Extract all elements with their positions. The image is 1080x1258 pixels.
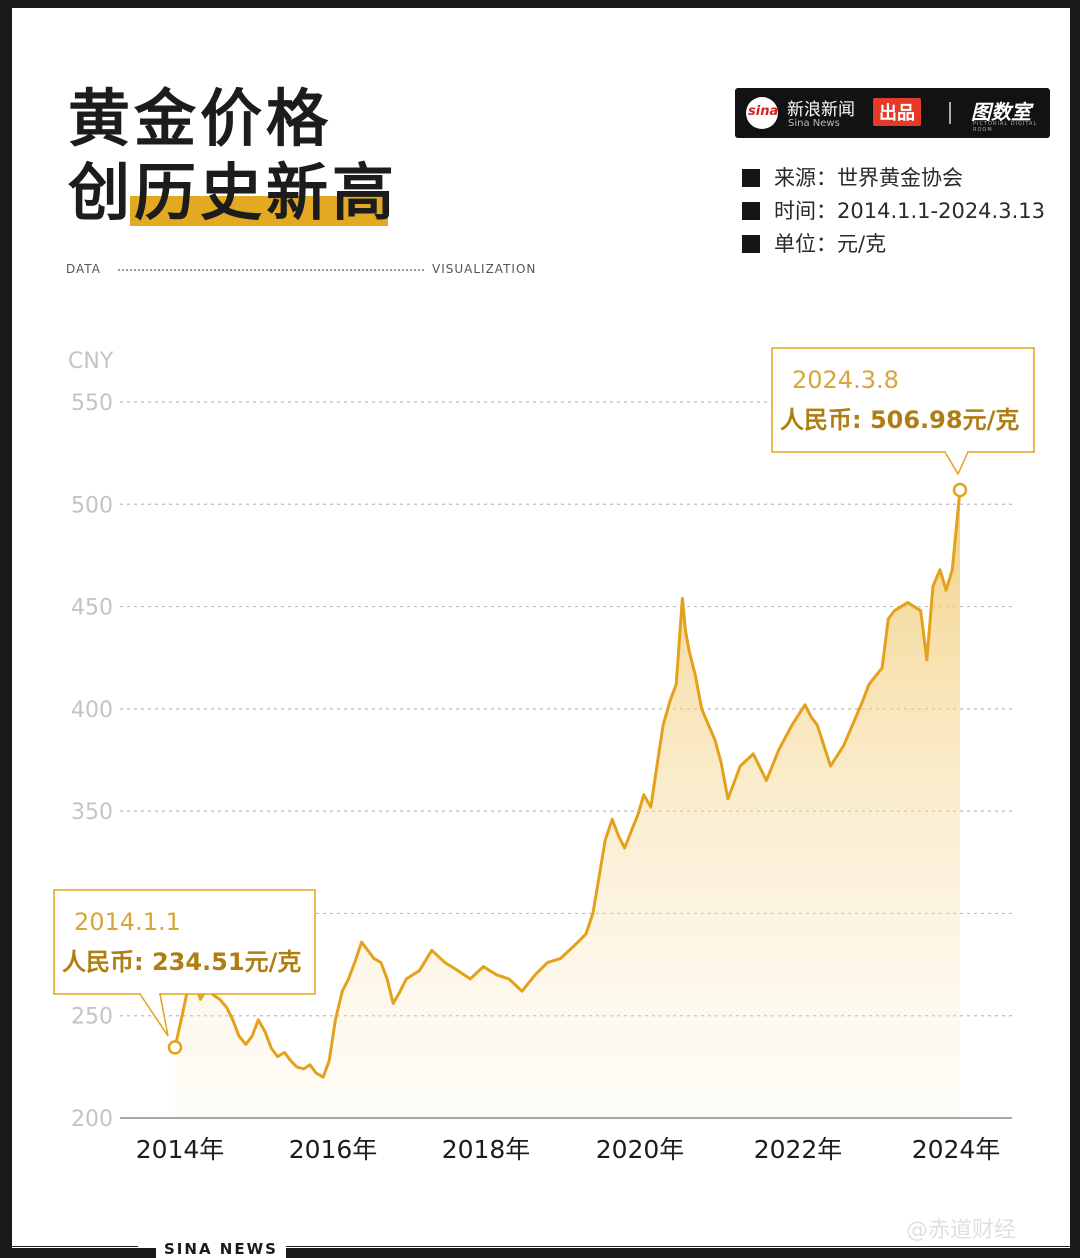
subhead-visualization: VISUALIZATION — [432, 262, 537, 276]
title-highlight-bar — [130, 196, 388, 226]
x-tick-label: 2016年 — [289, 1135, 378, 1164]
subhead-dotted-divider — [118, 269, 424, 271]
callout-box — [53, 889, 316, 995]
footer-rule-left — [12, 1246, 138, 1247]
x-tick-label: 2014年 — [136, 1135, 225, 1164]
y-tick-label: 400 — [71, 698, 113, 723]
brand-banner: sina 新浪新闻 Sina News 出品 图数室 PICTORIAL DIG… — [735, 88, 1050, 138]
subhead-data: DATA — [66, 262, 101, 276]
partner-logo: 图数室 — [971, 100, 1031, 124]
bullet-square-icon — [742, 202, 760, 220]
brand-subtitle: Sina News — [788, 118, 840, 129]
sina-logo-icon: sina — [746, 97, 778, 129]
y-tick-label: 500 — [71, 493, 113, 518]
annotation-callout: 2014.1.1 人民币: 234.51元/克 — [53, 889, 316, 1055]
y-tick-label: 350 — [71, 800, 113, 825]
y-tick-label: 250 — [71, 1005, 113, 1030]
partner-subtitle: PICTORIAL DIGITAL ROOM — [973, 121, 1038, 133]
footer-rule-right — [280, 1246, 1070, 1247]
y-axis-label: CNY — [68, 349, 114, 374]
callout-value: 人民币: 234.51元/克 — [62, 948, 301, 976]
meta-period: 时间：2014.1.1-2024.3.13 — [742, 195, 1045, 225]
callout-box — [771, 347, 1035, 453]
x-tick-label: 2022年 — [754, 1135, 843, 1164]
callout-value: 人民币: 506.98元/克 — [780, 406, 1019, 434]
watermark: @赤道财经 — [906, 1218, 1017, 1243]
data-point-marker — [952, 482, 968, 498]
brand-tag: 出品 — [873, 98, 921, 126]
bullet-square-icon — [742, 169, 760, 187]
bullet-square-icon — [742, 235, 760, 253]
price-line — [173, 489, 962, 1079]
title-line-2: 创历史新高 — [68, 156, 399, 229]
data-point-marker — [167, 1040, 183, 1055]
footer-label: SINA NEWS — [156, 1240, 286, 1258]
x-tick-label: 2024年 — [912, 1135, 1001, 1164]
callout-date: 2014.1.1 — [74, 908, 181, 936]
callout-date: 2024.3.8 — [792, 366, 899, 394]
annotation-callout: 2024.3.8 人民币: 506.98元/克 — [771, 347, 1035, 498]
area-fill — [175, 490, 960, 1118]
meta-unit: 单位：元/克 — [742, 228, 886, 258]
x-tick-label: 2018年 — [442, 1135, 531, 1164]
meta-source: 来源：世界黄金协会 — [742, 162, 963, 192]
callout-pointer — [944, 451, 969, 476]
x-tick-label: 2020年 — [596, 1135, 685, 1164]
y-tick-label: 450 — [71, 596, 113, 621]
y-tick-label: 550 — [71, 391, 113, 416]
brand-name: 新浪新闻 — [787, 100, 855, 120]
title-line-1: 黄金价格 — [68, 82, 333, 155]
brand-separator — [949, 102, 951, 124]
callout-pointer — [139, 993, 169, 1037]
y-tick-label: 200 — [71, 1107, 113, 1132]
